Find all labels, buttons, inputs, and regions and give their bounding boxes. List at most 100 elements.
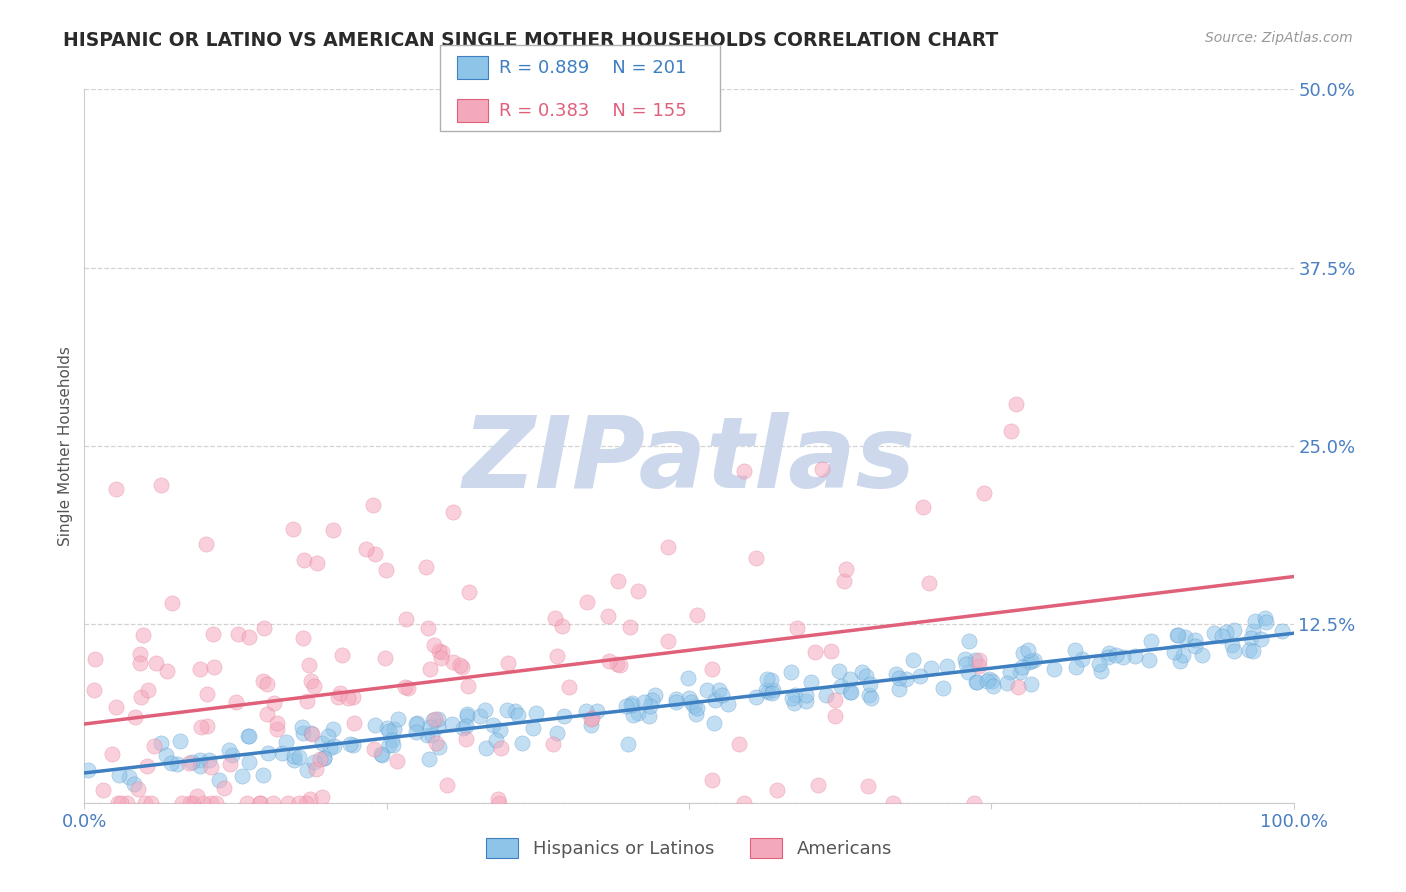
- Point: [283, 749, 305, 764]
- Point: [733, 464, 755, 478]
- Point: [205, 796, 228, 810]
- Point: [150, 736, 173, 750]
- Point: [322, 722, 344, 736]
- Point: [832, 574, 855, 589]
- Point: [287, 796, 309, 810]
- Point: [1166, 628, 1188, 642]
- Point: [761, 686, 783, 700]
- Point: [503, 704, 526, 718]
- Point: [342, 690, 364, 704]
- Point: [474, 741, 496, 756]
- Point: [329, 685, 352, 699]
- Point: [920, 661, 942, 675]
- Point: [976, 674, 998, 689]
- Point: [419, 720, 441, 734]
- Point: [301, 727, 323, 741]
- Point: [489, 723, 512, 738]
- Point: [219, 756, 242, 771]
- Point: [425, 735, 447, 749]
- Point: [311, 736, 333, 750]
- Point: [596, 609, 619, 624]
- Point: [136, 683, 159, 698]
- Point: [932, 681, 955, 695]
- Point: [1243, 615, 1265, 629]
- Point: [298, 658, 321, 673]
- Point: [1019, 677, 1042, 691]
- Y-axis label: Single Mother Households: Single Mother Households: [58, 346, 73, 546]
- Point: [166, 757, 188, 772]
- Point: [979, 673, 1001, 687]
- Point: [807, 778, 830, 792]
- Point: [311, 789, 333, 804]
- Point: [436, 779, 458, 793]
- Point: [558, 680, 581, 694]
- Point: [620, 698, 643, 713]
- Point: [1018, 656, 1040, 670]
- Point: [981, 679, 1004, 693]
- Point: [638, 699, 661, 714]
- Point: [1173, 631, 1195, 645]
- Point: [263, 696, 285, 710]
- Point: [208, 772, 231, 787]
- Point: [381, 738, 404, 752]
- Point: [104, 700, 127, 714]
- Point: [657, 540, 679, 554]
- Point: [212, 780, 235, 795]
- Point: [1211, 629, 1233, 643]
- Point: [744, 690, 766, 705]
- Point: [703, 692, 725, 706]
- Point: [440, 716, 463, 731]
- Point: [783, 696, 806, 710]
- Point: [457, 679, 479, 693]
- Point: [799, 674, 821, 689]
- Point: [1071, 652, 1094, 666]
- Point: [627, 584, 650, 599]
- Point: [911, 500, 934, 514]
- Point: [858, 688, 880, 702]
- Point: [638, 708, 661, 723]
- Point: [963, 653, 986, 667]
- Point: [415, 560, 437, 574]
- Point: [419, 662, 441, 676]
- Point: [579, 718, 602, 732]
- Point: [134, 796, 156, 810]
- Point: [378, 724, 401, 739]
- Point: [364, 547, 387, 561]
- Point: [510, 736, 533, 750]
- Point: [783, 688, 806, 702]
- Point: [371, 748, 394, 763]
- Point: [429, 650, 451, 665]
- Point: [1088, 657, 1111, 672]
- Point: [1097, 650, 1119, 665]
- Point: [1105, 648, 1128, 662]
- Point: [882, 796, 904, 810]
- Point: [1184, 632, 1206, 647]
- Point: [1254, 611, 1277, 625]
- Point: [644, 688, 666, 702]
- Point: [728, 737, 751, 751]
- Point: [851, 665, 873, 680]
- Point: [374, 650, 396, 665]
- Point: [755, 672, 778, 686]
- Point: [824, 709, 846, 723]
- Point: [1111, 650, 1133, 665]
- Point: [953, 652, 976, 666]
- Point: [131, 628, 153, 642]
- Point: [252, 673, 274, 688]
- Point: [486, 792, 509, 806]
- Point: [682, 698, 704, 713]
- Point: [811, 462, 834, 476]
- Point: [903, 653, 925, 667]
- Point: [422, 728, 444, 742]
- Point: [190, 720, 212, 734]
- Point: [253, 621, 276, 635]
- Point: [249, 796, 271, 810]
- Point: [686, 700, 709, 714]
- Point: [453, 721, 475, 735]
- Point: [319, 740, 342, 755]
- Point: [581, 712, 603, 726]
- Point: [576, 595, 599, 609]
- Point: [496, 657, 519, 671]
- Point: [450, 660, 472, 674]
- Point: [363, 742, 385, 756]
